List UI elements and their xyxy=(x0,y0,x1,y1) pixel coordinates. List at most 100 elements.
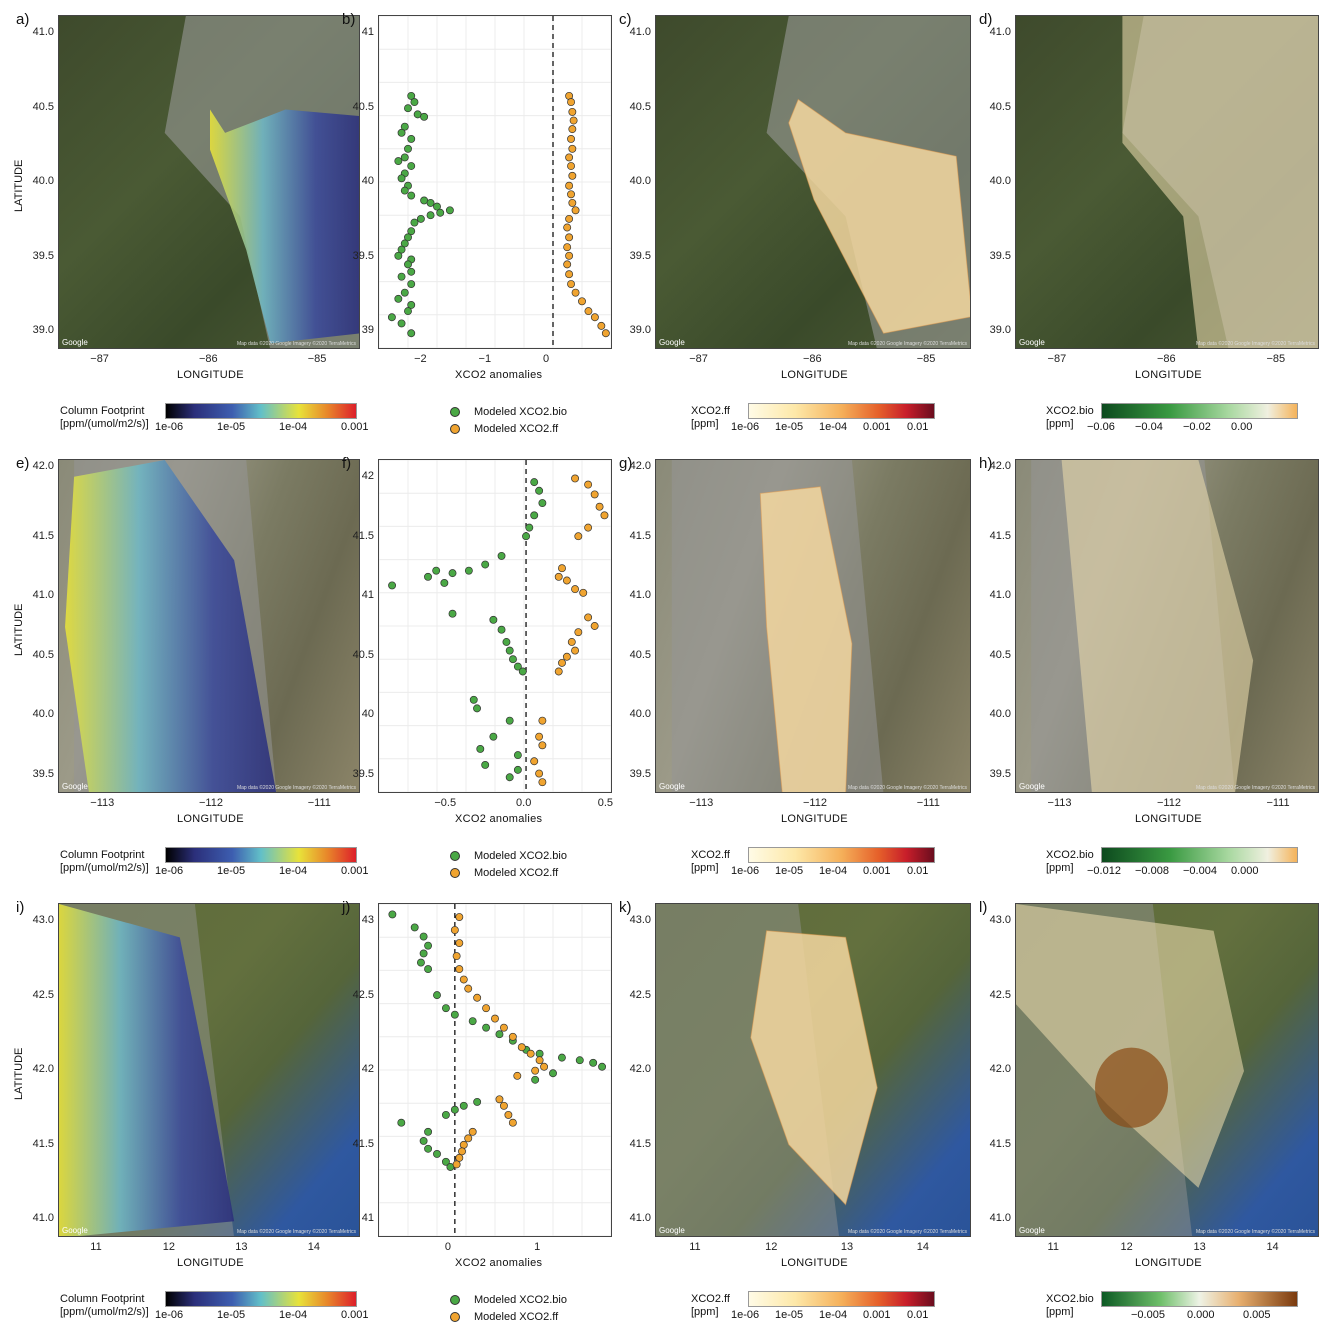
ff-data-point xyxy=(579,588,588,597)
bio-data-point xyxy=(469,695,478,704)
bio-data-point xyxy=(397,1118,406,1127)
scatter-y-tick-label: 41 xyxy=(361,1212,374,1224)
longitude-axis-title: LONGITUDE xyxy=(781,369,848,381)
latitude-tick-label: 41.5 xyxy=(32,529,54,542)
google-attribution: Google xyxy=(1019,782,1045,791)
ff-data-point xyxy=(558,564,566,573)
ff-data-point xyxy=(452,952,461,961)
panel-label: a) xyxy=(16,11,30,28)
scatter-y-tick-label: 40 xyxy=(361,708,374,721)
longitude-tick-label: 12 xyxy=(162,1241,175,1253)
ff-data-point xyxy=(538,741,547,750)
ff-data-point xyxy=(565,233,574,242)
latitude-tick-label: 41.0 xyxy=(989,589,1011,602)
panel-label: h) xyxy=(979,455,993,472)
longitude-tick-label: −112 xyxy=(1157,797,1181,809)
bio-data-point xyxy=(432,566,441,575)
longitude-axis-title: LONGITUDE xyxy=(1135,369,1202,381)
footprint-tick: 1e-06 xyxy=(155,1309,184,1321)
ff-data-point xyxy=(567,190,575,199)
xco2-axis-title: XCO2 anomalies xyxy=(455,1257,543,1269)
bio-data-point xyxy=(473,704,481,713)
panel-label: k) xyxy=(619,899,632,916)
google-attribution: Google xyxy=(1019,338,1045,347)
footprint-tick: 1e-05 xyxy=(217,865,246,877)
map-overlay xyxy=(1122,16,1318,348)
map-overlay xyxy=(164,16,359,348)
bio-data-point xyxy=(419,1137,428,1145)
ff-legend-title: XCO2.ff [ppm] xyxy=(691,1293,730,1318)
legend-ff-entry: Modeled XCO2.ff xyxy=(450,1311,558,1323)
ff-data-point xyxy=(458,1147,466,1156)
google-attribution: Google xyxy=(659,782,685,791)
bio-data-point xyxy=(481,760,490,769)
ff-data-point xyxy=(450,926,459,934)
latitude-tick-label: 41.5 xyxy=(629,1137,651,1150)
latitude-tick-label: 40.5 xyxy=(629,100,651,113)
latitude-tick-label: 41.5 xyxy=(629,529,651,542)
longitude-tick-label: 11 xyxy=(1047,1241,1059,1253)
google-attribution: Google xyxy=(659,338,685,347)
xco2-scatter-plot xyxy=(378,459,612,793)
map-overlay xyxy=(671,460,884,792)
scatter-y-tick-label: 41.5 xyxy=(352,1137,374,1150)
longitude-tick-label: −113 xyxy=(90,797,115,809)
xco2-axis-title: XCO2 anomalies xyxy=(455,813,543,825)
google-attribution: Google xyxy=(62,782,88,791)
ff-tick: 0.001 xyxy=(863,421,891,433)
bio-data-point xyxy=(513,751,522,760)
longitude-axis-title: LONGITUDE xyxy=(781,813,848,825)
latitude-tick-label: 39.5 xyxy=(629,768,651,780)
bio-colorbar xyxy=(1101,1291,1298,1307)
ff-tick: 1e-04 xyxy=(819,865,848,877)
bio-data-point xyxy=(513,662,522,671)
ff-data-point xyxy=(571,474,580,483)
map-overlay xyxy=(1016,904,1244,1236)
bio-data-point xyxy=(400,122,409,131)
bio-data-point xyxy=(450,1010,459,1019)
longitude-tick-label: −87 xyxy=(90,353,109,365)
longitude-tick-label: −111 xyxy=(916,797,940,809)
bio-data-point xyxy=(407,227,416,236)
bio-data-point xyxy=(404,233,412,242)
bio-data-point xyxy=(387,313,396,322)
ff-data-point xyxy=(459,1140,468,1149)
scatter-x-tick-label: −2 xyxy=(414,353,427,365)
latitude-tick-label: 42.0 xyxy=(989,460,1011,472)
bio-data-point xyxy=(404,307,412,316)
bio-tick: −0.02 xyxy=(1183,421,1211,433)
bio-data-point xyxy=(530,511,539,520)
ff-data-point xyxy=(540,1062,549,1071)
latitude-tick-label: 39.5 xyxy=(989,249,1011,262)
bio-data-point xyxy=(397,245,406,254)
bio-data-point xyxy=(424,941,433,950)
longitude-tick-label: −113 xyxy=(689,797,714,809)
latitude-tick-label: 39.5 xyxy=(629,249,651,262)
latitude-tick-label: 41.0 xyxy=(32,1212,54,1224)
xco2-scatter-plot xyxy=(378,15,612,349)
satellite-map: Google Map data ©2020 Google Imagery ©202… xyxy=(58,903,360,1237)
bio-data-point xyxy=(535,1049,544,1058)
scatter-y-tick-label: 39 xyxy=(361,324,374,336)
scatter-svg xyxy=(378,15,612,349)
latitude-tick-label: 41.0 xyxy=(629,589,651,602)
footprint-legend-title: Column Footprint [ppm/(umol/m2/s)] xyxy=(60,849,149,874)
latitude-tick-label: 43.0 xyxy=(629,914,651,926)
bio-data-point xyxy=(476,745,485,753)
ff-tick: 1e-05 xyxy=(775,1309,804,1321)
ff-tick: 1e-06 xyxy=(731,1309,760,1321)
latitude-tick-label: 41.5 xyxy=(989,529,1011,542)
ff-tick: 0.001 xyxy=(863,865,891,877)
map-data-attribution: Map data ©2020 Google Imagery ©2020 Terr… xyxy=(847,785,967,791)
legend-ff-marker xyxy=(450,1312,460,1323)
bio-data-point xyxy=(433,202,441,211)
ff-data-point xyxy=(571,646,580,655)
latitude-tick-label: 39.5 xyxy=(989,768,1011,780)
bio-data-point xyxy=(407,280,416,289)
ff-data-point xyxy=(531,1066,540,1075)
bio-data-point xyxy=(388,910,397,919)
map-overlay xyxy=(1031,460,1254,792)
panel-label: b) xyxy=(342,11,356,28)
latitude-tick-label: 40.5 xyxy=(629,648,651,661)
ff-data-point xyxy=(584,480,593,489)
